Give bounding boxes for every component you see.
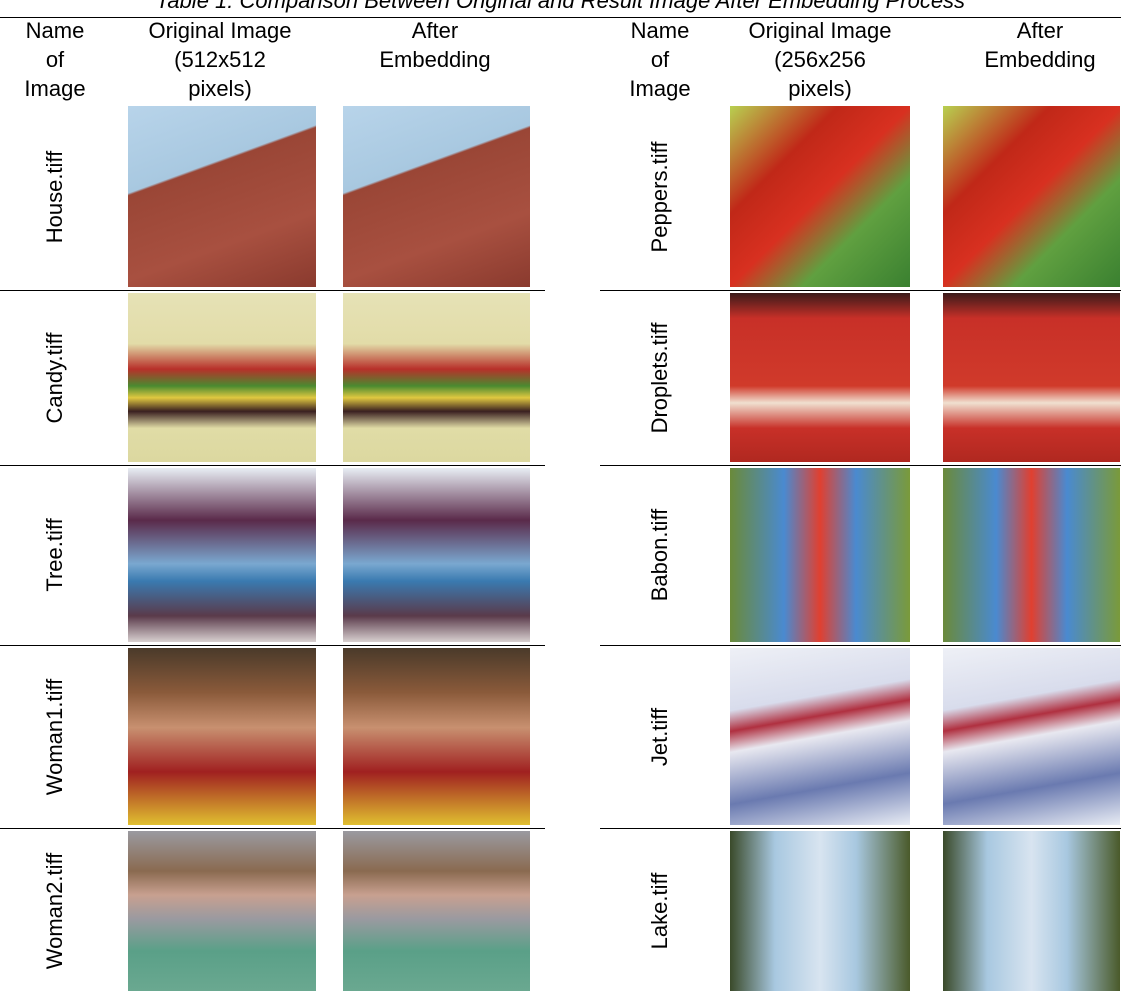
original-image bbox=[128, 831, 316, 991]
after-image bbox=[343, 293, 530, 462]
row-label: Lake.tiff bbox=[647, 872, 672, 950]
header-line: Image bbox=[24, 76, 86, 101]
row-rule bbox=[600, 465, 1121, 466]
row-rule bbox=[600, 290, 1121, 291]
row-label: Tree.tiff bbox=[42, 518, 67, 592]
after-image bbox=[943, 468, 1120, 642]
original-image bbox=[730, 831, 910, 991]
original-image bbox=[128, 293, 316, 462]
row-label: Peppers.tiff bbox=[647, 141, 672, 252]
header-line: (256x256 bbox=[774, 47, 866, 72]
row-rule bbox=[0, 465, 545, 466]
header-line: of bbox=[650, 47, 670, 72]
after-image bbox=[943, 648, 1120, 825]
header-line: Embedding bbox=[379, 47, 491, 72]
header-line: pixels) bbox=[788, 76, 852, 101]
original-image bbox=[128, 106, 316, 287]
after-image bbox=[343, 106, 530, 287]
row-rule bbox=[600, 828, 1121, 829]
header-line: After bbox=[1016, 18, 1064, 43]
column-header: Original Image (512x512 pixels) bbox=[115, 16, 325, 103]
row-label: Woman2.tiff bbox=[42, 852, 67, 970]
row-rule bbox=[0, 828, 545, 829]
row-label: Candy.tiff bbox=[42, 332, 67, 423]
header-line: Original Image bbox=[148, 18, 292, 43]
top-rule bbox=[0, 17, 1121, 18]
column-header: Original Image (256x256 pixels) bbox=[715, 16, 925, 103]
original-image bbox=[730, 106, 910, 287]
header-line: pixels) bbox=[188, 76, 252, 101]
after-image bbox=[943, 106, 1120, 287]
row-label: Jet.tiff bbox=[647, 707, 672, 766]
after-image bbox=[943, 831, 1120, 991]
header-line: of bbox=[45, 47, 65, 72]
header-line: (512x512 bbox=[174, 47, 266, 72]
after-image bbox=[343, 648, 530, 825]
row-rule bbox=[600, 645, 1121, 646]
row-label: Woman1.tiff bbox=[42, 678, 67, 795]
original-image bbox=[730, 468, 910, 642]
column-header: Name of Image bbox=[0, 16, 110, 103]
row-rule bbox=[0, 290, 545, 291]
original-image bbox=[730, 293, 910, 462]
header-line: Name bbox=[630, 18, 690, 43]
original-image bbox=[128, 648, 316, 825]
header-line: Image bbox=[629, 76, 691, 101]
after-image bbox=[943, 293, 1120, 462]
row-label: Droplets.tiff bbox=[647, 322, 672, 433]
header-line: After bbox=[411, 18, 459, 43]
table-title: Table 1: Comparison Between Original and… bbox=[155, 0, 966, 13]
after-image bbox=[343, 468, 530, 642]
column-header: After Embedding bbox=[955, 16, 1121, 74]
after-image bbox=[343, 831, 530, 991]
original-image bbox=[730, 648, 910, 825]
header-line: Embedding bbox=[984, 47, 1096, 72]
original-image bbox=[128, 468, 316, 642]
column-header: After Embedding bbox=[335, 16, 535, 74]
column-header: Name of Image bbox=[605, 16, 715, 103]
row-rule bbox=[0, 645, 545, 646]
row-label: House.tiff bbox=[42, 150, 67, 243]
row-label: Babon.tiff bbox=[647, 508, 672, 602]
header-line: Original Image bbox=[748, 18, 892, 43]
header-line: Name bbox=[25, 18, 85, 43]
